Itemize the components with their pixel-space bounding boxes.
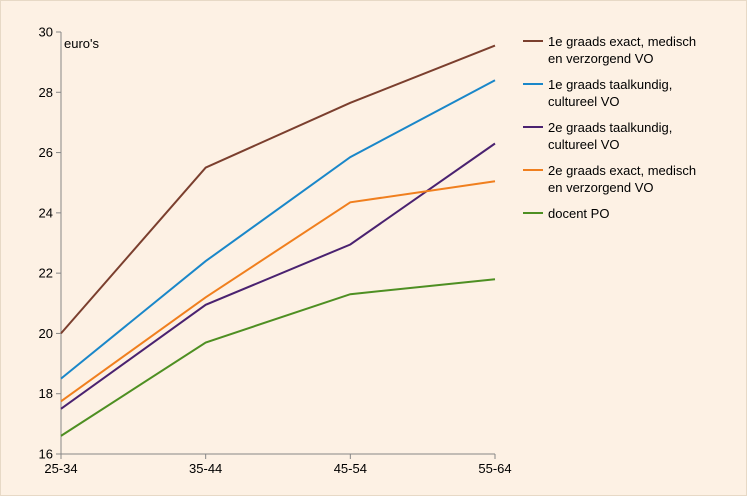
x-tick-label: 35-44 <box>189 461 222 476</box>
x-tick-label: 55-64 <box>478 461 511 476</box>
y-axis-label: euro's <box>64 36 100 51</box>
x-tick-label: 25-34 <box>44 461 77 476</box>
legend: 1e graads exact, medisch en verzorgend VO… <box>523 34 696 221</box>
legend-label: cultureel VO <box>548 137 620 152</box>
legend-label: 2e graads taalkundig, <box>548 120 672 135</box>
series-line <box>60 44 496 335</box>
axes <box>60 32 495 455</box>
legend-label: en verzorgend VO <box>548 180 654 195</box>
y-tick-label: 28 <box>39 85 53 100</box>
x-tick-label: 45-54 <box>334 461 367 476</box>
series-line <box>60 278 496 437</box>
legend-label: en verzorgend VO <box>548 51 654 66</box>
y-tick-label: 22 <box>39 266 53 281</box>
y-tick-label: 18 <box>39 386 53 401</box>
legend-label: 2e graads exact, medisch <box>548 163 696 178</box>
y-tick-label: 26 <box>39 145 53 160</box>
series-line <box>60 180 496 403</box>
y-tick-label: 20 <box>39 326 53 341</box>
series-lines <box>60 44 496 437</box>
legend-label: 1e graads exact, medisch <box>548 34 696 49</box>
x-axis-ticks: 25-34 35-44 45-54 55-64 <box>44 454 512 476</box>
y-axis-ticks: 16 18 20 22 24 26 28 30 <box>39 25 61 462</box>
series-line <box>60 142 496 410</box>
legend-label: docent PO <box>548 206 609 221</box>
y-tick-label: 30 <box>39 25 53 40</box>
legend-label: 1e graads taalkundig, <box>548 77 672 92</box>
y-tick-label: 24 <box>39 205 53 220</box>
legend-label: cultureel VO <box>548 94 620 109</box>
y-tick-label: 16 <box>39 447 53 462</box>
series-line <box>60 79 496 380</box>
